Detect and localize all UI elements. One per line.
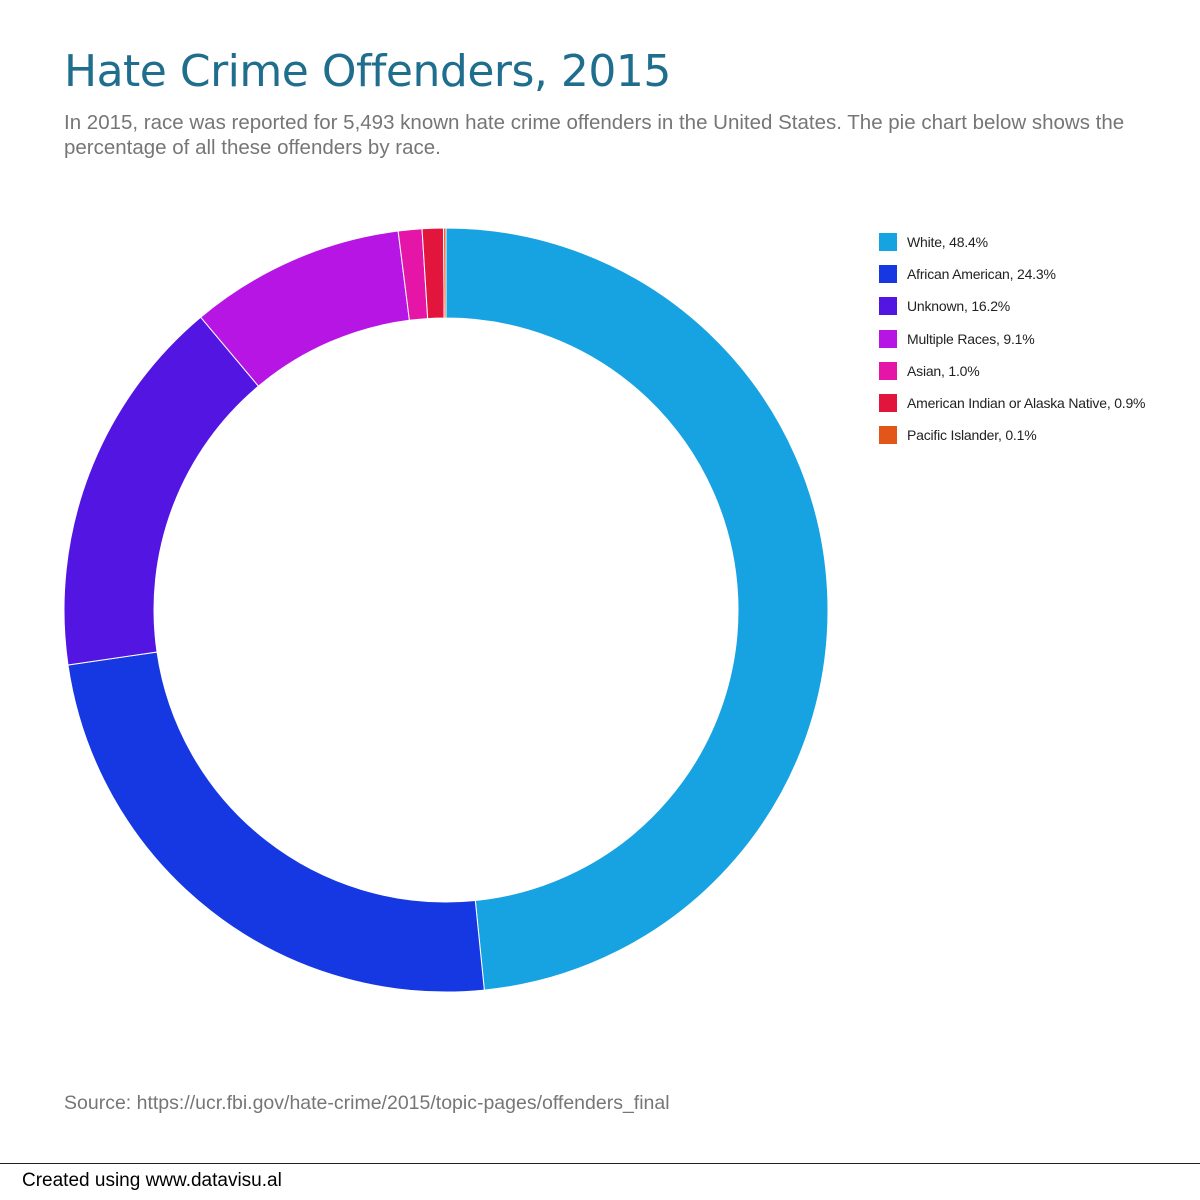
legend-label: African American, 24.3% xyxy=(907,266,1056,283)
legend-label: Asian, 1.0% xyxy=(907,362,980,379)
footer-credit: Created using www.datavisu.al xyxy=(22,1170,282,1191)
legend-label: Multiple Races, 9.1% xyxy=(907,330,1035,347)
legend-item: Multiple Races, 9.1% xyxy=(879,323,1145,355)
slice-pacific-islander xyxy=(443,227,447,319)
legend-swatch xyxy=(879,265,897,284)
legend-label: Unknown, 16.2% xyxy=(907,298,1011,315)
slice-african-american xyxy=(67,651,485,993)
legend-swatch xyxy=(879,426,897,445)
legend-item: African American, 24.3% xyxy=(879,258,1145,290)
legend-label: Pacific Islander, 0.1% xyxy=(907,427,1037,444)
legend-swatch xyxy=(879,329,897,348)
legend-swatch xyxy=(879,297,897,316)
chart-subtitle: In 2015, race was reported for 5,493 kno… xyxy=(64,111,1125,159)
chart-legend: White, 48.4% African American, 24.3% Unkno… xyxy=(879,226,1146,451)
slice-white xyxy=(445,227,829,991)
legend-item: Asian, 1.0% xyxy=(879,355,1145,387)
legend-swatch xyxy=(879,233,897,252)
footer-divider xyxy=(0,1163,1200,1164)
legend-item: Pacific Islander, 0.1% xyxy=(879,419,1145,451)
legend-item: White, 48.4% xyxy=(879,226,1145,258)
legend-label: American Indian or Alaska Native, 0.9% xyxy=(907,395,1146,412)
legend-swatch xyxy=(879,361,897,380)
donut-slices xyxy=(63,227,829,993)
legend-item: Unknown, 16.2% xyxy=(879,290,1145,322)
legend-item: American Indian or Alaska Native, 0.9% xyxy=(879,387,1146,419)
source-note: Source: https://ucr.fbi.gov/hate-crime/2… xyxy=(64,1092,670,1114)
legend-swatch xyxy=(879,394,897,413)
chart-title: Hate Crime Offenders, 2015 xyxy=(64,46,671,97)
slice-unknown xyxy=(63,316,260,666)
legend-label: White, 48.4% xyxy=(907,234,988,251)
